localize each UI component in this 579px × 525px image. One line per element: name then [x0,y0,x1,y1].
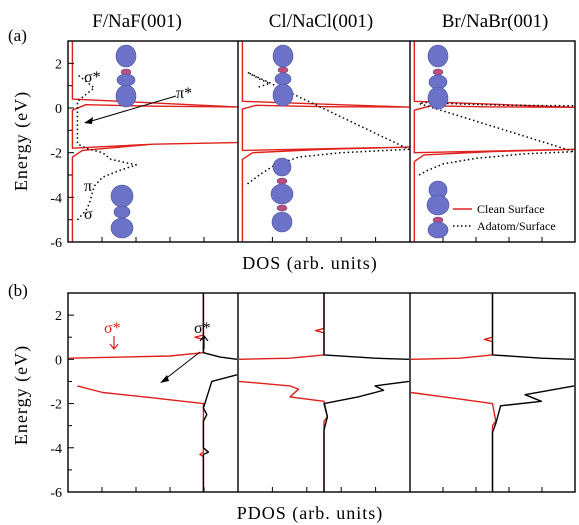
series-line-b-1-1 [77,385,205,492]
series-line-b-2-4 [323,380,410,492]
panel-label-a: (a) [8,26,27,45]
pi-star-arrow [87,95,177,123]
orbital-sigma-star-naf [115,44,137,108]
y-tick-label-a-0: 2 [55,57,62,72]
column-title-naf: F/NaF(001) [92,11,182,32]
y-tick-label-b-3: -4 [50,442,62,457]
plot-frame-a [67,40,576,243]
orbital-sigma-nacl [270,157,294,233]
legend-label-adatom: Adatom/Surface [477,219,556,233]
series-line-b-3-2 [410,293,494,360]
series-line-b-1-2 [68,293,205,359]
label-sigma-star-down: σ* [104,320,121,337]
y-tick-label-a-4: -6 [50,236,62,251]
sigma-up-pointer [163,351,201,381]
label-sigma-star-up: σ* [194,320,211,337]
series-line-b-2-2 [238,293,325,360]
label-sigma-star: σ* [84,69,101,86]
series-line-b-1-4 [202,374,238,492]
plot-frame-b [67,292,576,493]
legend-label-clean: Clean Surface [477,202,545,216]
series-line-b-2-3 [323,293,410,360]
panels-layer: 2 0 -2 -4 -6 2 0 -2 -4 -6 [50,40,576,501]
y-axis-label-b: Energy (eV) [11,345,32,445]
series-line-a-2-2 [246,71,410,185]
orbital-sigma-nabr [426,180,450,239]
y-tick-label-b-1: 0 [55,353,62,368]
orbital-sigma-star-nacl [272,44,294,107]
sigma-up-pointer-head [160,375,169,383]
series-line-a-3-2 [418,101,575,176]
series-line-b-1-3 [202,293,238,360]
y-tick-label-b-4: -6 [50,486,62,501]
series-line-b-3-4 [491,385,575,492]
y-tick-label-b-0: 2 [55,309,62,324]
y-tick-label-a-3: -4 [50,191,62,206]
x-axis-label-b: PDOS (arb. units) [237,503,384,524]
label-pi-star: π* [176,85,192,102]
y-axis-label-a: Energy (eV) [11,91,32,191]
series-line-a-1-1 [71,41,238,242]
pi-star-arrowhead [84,117,93,124]
x-axis-label-a: DOS (arb. units) [242,253,378,274]
series-line-a-1-2 [76,73,137,221]
column-title-nabr: Br/NaBr(001) [442,11,549,32]
series-line-b-3-3 [491,293,575,360]
y-tick-label-a-2: -2 [50,147,62,162]
spin-down-arrow [109,336,119,350]
label-sigma: σ [84,206,93,223]
series-line-a-2-1 [241,41,410,242]
orbital-sigma-naf [110,184,134,239]
series-line-b-3-1 [410,391,497,492]
y-tick-label-b-2: -2 [50,398,62,413]
y-tick-label-a-1: 0 [55,102,62,117]
series-line-a-3-1 [413,41,575,242]
column-title-nacl: Cl/NaCl(001) [269,11,374,32]
legend: Clean Surface Adatom/Surface [453,202,556,233]
panel-label-b: (b) [8,281,28,300]
spin-up-arrow [199,335,209,349]
orbital-sigma-star-nabr [427,44,449,110]
label-pi: π [84,178,92,195]
series-line-b-2-1 [238,380,329,492]
